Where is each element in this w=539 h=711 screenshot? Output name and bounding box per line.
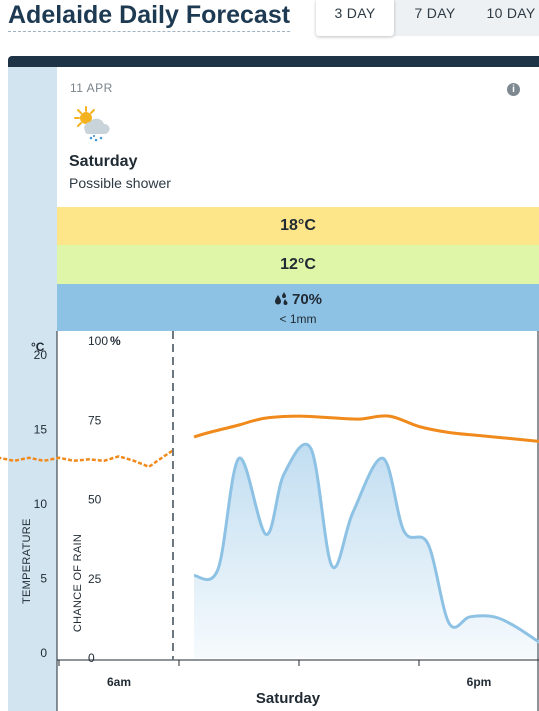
min-temp-band: 12°C xyxy=(57,245,539,284)
day-name: Saturday xyxy=(69,153,138,170)
forecast-date: 11 APR xyxy=(70,81,113,95)
x-axis-day-label: Saturday xyxy=(256,690,321,707)
rain-amount: < 1mm xyxy=(279,312,317,326)
x-axis-tick-label: 6pm xyxy=(467,675,492,689)
rain-chance: 70% xyxy=(291,291,323,308)
forecast-summary: Possible shower xyxy=(69,175,171,191)
tab-3-day[interactable]: 3 DAY xyxy=(316,0,394,36)
rain-tick-label: 25 xyxy=(88,572,102,586)
forecast-range-tabs: 3 DAY 7 DAY 10 DAY xyxy=(316,0,539,36)
min-temp: 12°C xyxy=(280,256,316,273)
rain-tick-label: 100 xyxy=(88,334,108,348)
temperature-tick-label: 0 xyxy=(40,646,47,660)
day-card: 11 APR i Saturday Possible shower xyxy=(57,67,539,207)
rain-band: 70% < 1mm xyxy=(57,284,539,331)
temperature-forecast-line xyxy=(193,414,539,443)
max-temp: 18°C xyxy=(280,217,316,234)
tab-10-day[interactable]: 10 DAY xyxy=(486,5,536,21)
tab-7-day[interactable]: 7 DAY xyxy=(414,5,456,21)
temp-unit-label: °C xyxy=(31,340,45,354)
rain-tick-label: 75 xyxy=(88,413,102,427)
temperature-tick-label: 10 xyxy=(34,497,48,511)
forecast-chart: °C 0 5 10 15 20 0 25 50 75 100% TEMPERATURE CHAN… xyxy=(0,331,539,711)
forecast-header-bar xyxy=(8,56,539,67)
x-axis-tick-label: 6am xyxy=(107,675,131,689)
temperature-tick-label: 15 xyxy=(34,423,48,437)
max-temp-band: 18°C xyxy=(57,207,539,245)
rain-drops-icon xyxy=(274,292,288,305)
info-icon[interactable]: i xyxy=(507,83,520,96)
temperature-tick-label: 5 xyxy=(40,572,47,586)
rain-axis-title: CHANCE OF RAIN xyxy=(72,534,84,632)
temperature-axis-title: TEMPERATURE xyxy=(21,518,33,604)
rain-tick-label: 50 xyxy=(88,493,102,507)
rain-chance-area xyxy=(194,444,539,658)
rain-unit-label: % xyxy=(110,334,121,348)
temperature-tick-label: 20 xyxy=(34,348,48,362)
rain-chance-line xyxy=(193,442,539,644)
page-title: Adelaide Daily Forecast xyxy=(8,0,291,32)
rain-tick-label: 0 xyxy=(88,651,95,665)
partly-cloudy-shower-icon xyxy=(74,106,110,142)
temperature-past-line xyxy=(0,449,174,469)
